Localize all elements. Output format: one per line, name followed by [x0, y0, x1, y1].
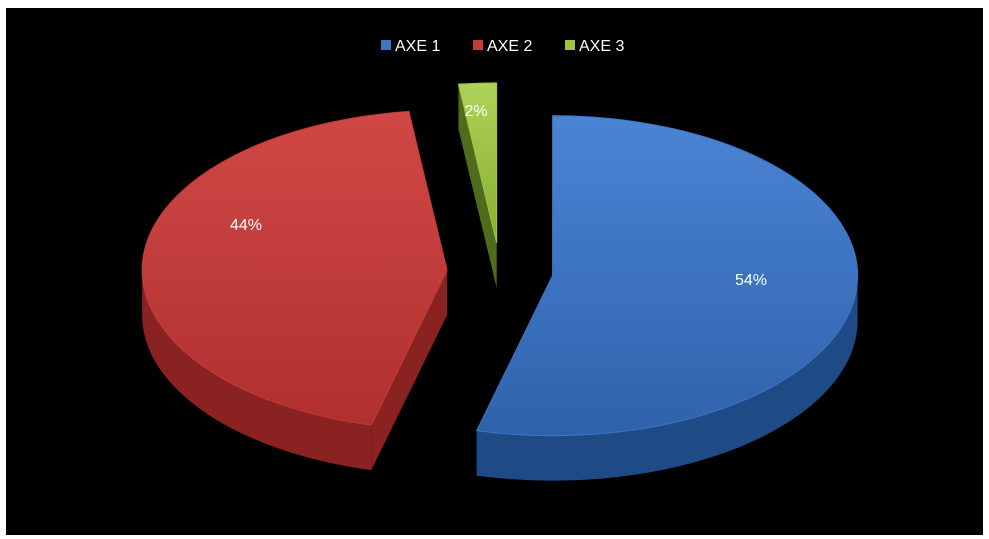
chart-area: AXE 1 AXE 2 AXE 3 54% 44% 2%	[6, 8, 983, 535]
slice-wall-3-1	[458, 84, 497, 288]
data-label-3: 2%	[464, 103, 487, 120]
data-label-1: 54%	[735, 272, 767, 289]
slice-side-1	[476, 275, 858, 481]
pie-chart: AXE 1 AXE 2 AXE 3 54% 44% 2%	[141, 38, 859, 481]
legend: AXE 1 AXE 2 AXE 3	[381, 38, 624, 55]
data-label-2: 44%	[230, 217, 262, 234]
legend-label-2: AXE 2	[487, 38, 532, 55]
pie-slices	[141, 82, 859, 481]
legend-label-1: AXE 1	[395, 38, 440, 55]
pie-slice-2	[141, 110, 448, 426]
legend-swatch-2	[473, 40, 483, 50]
data-labels: 54% 44% 2%	[230, 103, 767, 289]
slice-wall-2-1	[371, 270, 448, 471]
slice-side-2	[142, 270, 372, 471]
legend-swatch-3	[565, 40, 575, 50]
legend-label-3: AXE 3	[579, 38, 624, 55]
legend-swatch-1	[381, 40, 391, 50]
pie-slice-1	[475, 115, 859, 437]
pie-slice-3	[457, 82, 498, 244]
